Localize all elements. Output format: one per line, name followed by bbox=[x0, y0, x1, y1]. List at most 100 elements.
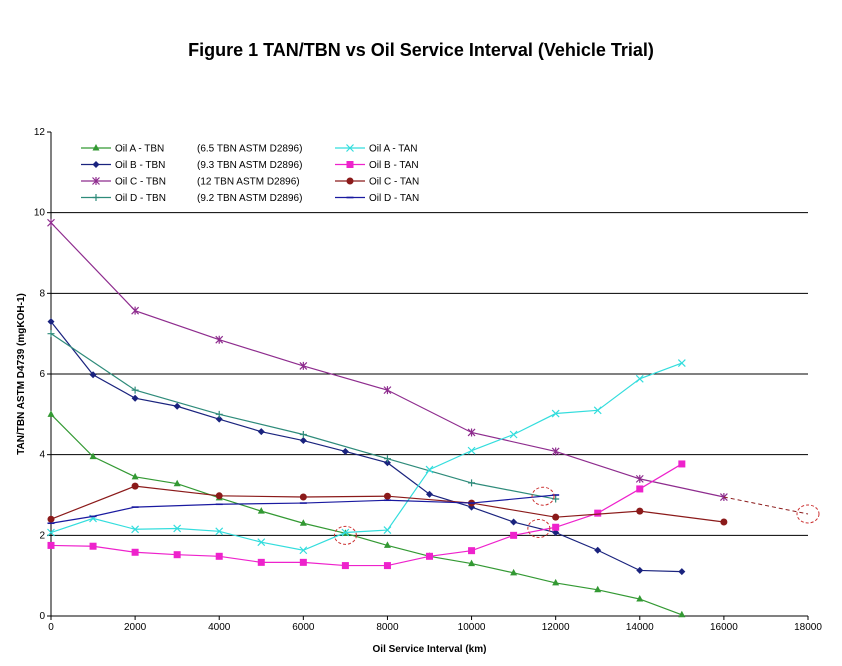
y-tick-label: 8 bbox=[39, 288, 45, 299]
x-tick-label: 0 bbox=[48, 622, 54, 633]
data-point bbox=[47, 330, 55, 338]
data-point bbox=[383, 455, 391, 463]
data-point bbox=[510, 568, 518, 576]
data-point bbox=[636, 566, 644, 574]
data-point bbox=[257, 538, 266, 547]
data-point bbox=[510, 518, 518, 526]
series-6 bbox=[47, 482, 728, 526]
highlight-circle bbox=[531, 486, 555, 506]
legend-swatch-marker bbox=[346, 177, 354, 185]
data-point bbox=[299, 493, 307, 501]
x-tick-label: 18000 bbox=[794, 622, 822, 633]
data-point bbox=[677, 359, 686, 368]
series-line bbox=[50, 485, 724, 523]
highlight-circle bbox=[796, 504, 820, 524]
series-3 bbox=[47, 330, 560, 503]
legend-note: (9.3 TBN ASTM D2896) bbox=[197, 160, 302, 171]
data-point bbox=[635, 474, 644, 483]
data-point bbox=[131, 482, 139, 490]
legend-entry: Oil B - TAN bbox=[335, 160, 419, 171]
data-point bbox=[299, 519, 307, 526]
data-point bbox=[551, 447, 560, 456]
y-axis-label: TAN/TBN ASTM D4739 (mgKOH-1) bbox=[16, 293, 27, 455]
legend-swatch-marker bbox=[346, 161, 354, 168]
data-point bbox=[89, 371, 97, 379]
data-point bbox=[257, 428, 265, 436]
data-point bbox=[468, 547, 476, 555]
legend-label: Oil D - TBN bbox=[115, 193, 166, 204]
y-tick-label: 2 bbox=[39, 530, 45, 541]
data-point bbox=[131, 386, 139, 394]
y-tick-label: 0 bbox=[39, 611, 45, 622]
highlight-circle bbox=[527, 518, 551, 538]
data-point bbox=[594, 585, 602, 593]
legend-entry: Oil C - TBN (12 TBN ASTM D2896) bbox=[81, 177, 300, 188]
data-point bbox=[594, 546, 602, 554]
legend: Oil A - TBN (6.5 TBN ASTM D2896) Oil B - T… bbox=[81, 144, 419, 204]
data-point bbox=[215, 335, 224, 344]
x-tick-label: 10000 bbox=[458, 622, 486, 633]
data-point bbox=[552, 495, 560, 503]
series-2 bbox=[47, 218, 728, 502]
data-point bbox=[467, 446, 476, 455]
data-point bbox=[215, 527, 224, 536]
x-tick-label: 8000 bbox=[376, 622, 399, 633]
data-point bbox=[594, 509, 602, 517]
data-point bbox=[383, 526, 392, 535]
legend-entry: Oil A - TBN (6.5 TBN ASTM D2896) bbox=[81, 144, 302, 155]
data-point bbox=[215, 410, 223, 418]
data-point bbox=[47, 410, 55, 417]
data-point bbox=[341, 528, 350, 537]
data-point bbox=[720, 518, 728, 526]
data-point bbox=[215, 492, 223, 500]
legend-label: Oil B - TAN bbox=[369, 160, 419, 171]
data-point bbox=[425, 465, 434, 474]
x-tick-label: 12000 bbox=[542, 622, 570, 633]
data-point bbox=[678, 460, 686, 468]
legend-note: (12 TBN ASTM D2896) bbox=[197, 177, 300, 188]
series-0 bbox=[47, 410, 686, 618]
data-point bbox=[383, 541, 391, 548]
data-point bbox=[510, 531, 518, 539]
series-layer bbox=[47, 218, 728, 618]
legend-swatch-marker bbox=[346, 144, 354, 152]
legend-note: (9.2 TBN ASTM D2896) bbox=[197, 193, 302, 204]
data-point bbox=[47, 528, 55, 537]
x-tick-label: 6000 bbox=[292, 622, 315, 633]
series-line bbox=[50, 333, 556, 500]
data-point bbox=[47, 541, 55, 549]
data-point bbox=[299, 546, 308, 555]
data-point bbox=[341, 562, 349, 570]
series-line bbox=[50, 413, 683, 616]
legend-swatch-marker bbox=[92, 144, 100, 151]
x-tick-label: 14000 bbox=[626, 622, 654, 633]
highlight-circle bbox=[333, 525, 357, 545]
x-tick-label: 2000 bbox=[124, 622, 147, 633]
series-line bbox=[50, 463, 683, 567]
data-point bbox=[551, 409, 560, 418]
data-point bbox=[173, 402, 181, 410]
data-point bbox=[552, 513, 560, 521]
data-point bbox=[636, 507, 644, 515]
y-tick-label: 12 bbox=[34, 127, 46, 138]
legend-label: Oil C - TAN bbox=[369, 177, 419, 188]
data-point bbox=[383, 386, 392, 395]
data-point bbox=[131, 394, 139, 402]
data-point bbox=[509, 430, 518, 439]
data-point bbox=[635, 374, 644, 383]
series-line bbox=[50, 494, 556, 524]
legend-label: Oil A - TAN bbox=[369, 144, 418, 155]
legend-entry: Oil C - TAN bbox=[335, 177, 419, 188]
legend-label: Oil C - TBN bbox=[115, 177, 166, 188]
legend-swatch-marker bbox=[92, 177, 100, 185]
data-point bbox=[299, 437, 307, 445]
annotation-layer bbox=[333, 486, 820, 545]
series-5 bbox=[47, 460, 686, 570]
legend-label: Oil B - TBN bbox=[115, 160, 165, 171]
data-point bbox=[173, 524, 182, 533]
data-point bbox=[47, 218, 55, 227]
data-point bbox=[636, 485, 644, 493]
data-point bbox=[426, 552, 433, 560]
data-point bbox=[131, 548, 139, 556]
